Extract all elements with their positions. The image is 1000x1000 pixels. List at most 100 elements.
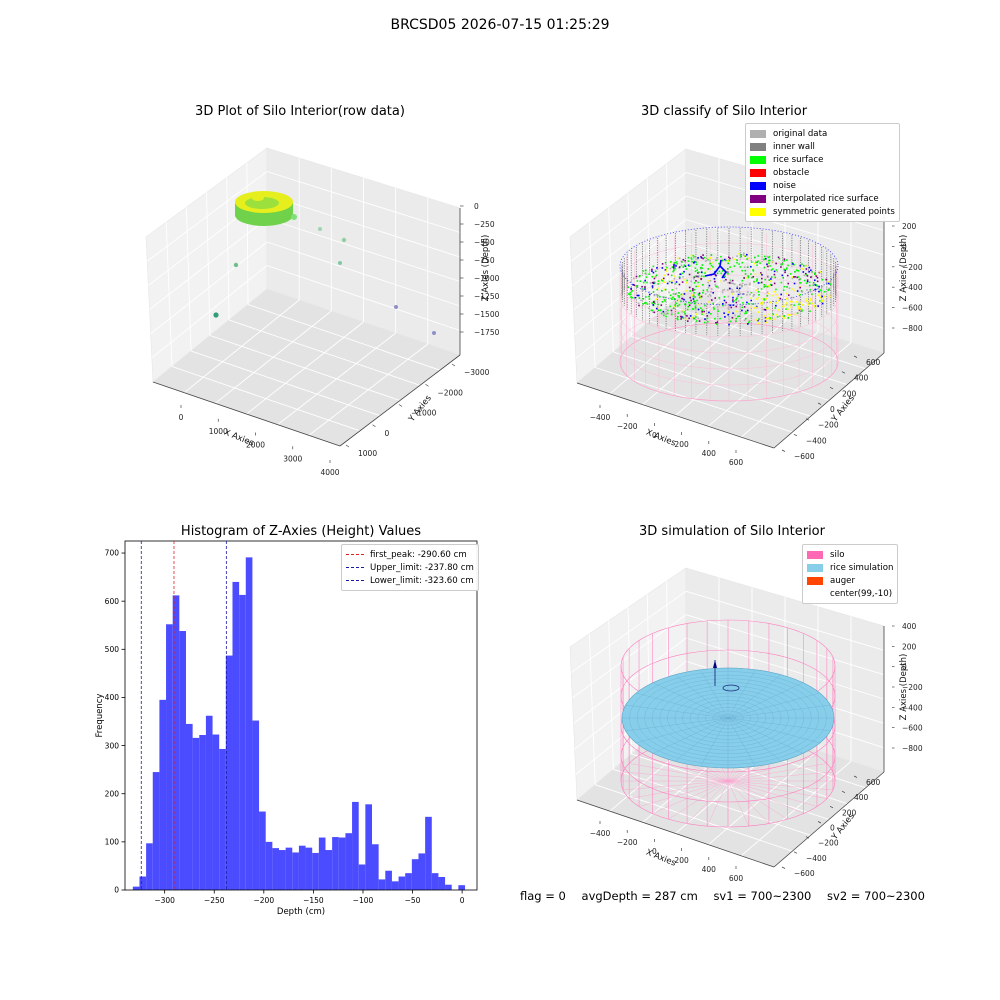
classified-point	[682, 266, 685, 268]
classified-point	[799, 281, 801, 284]
classified-point	[745, 283, 748, 286]
classified-point	[766, 321, 768, 324]
classified-point	[740, 296, 743, 299]
rice-mesh-spoke	[625, 704, 729, 719]
classified-point	[757, 255, 760, 257]
classified-point	[693, 294, 695, 297]
sim-y-tick	[841, 790, 846, 793]
classified-point	[710, 288, 713, 290]
classified-point	[697, 272, 699, 274]
classified-point	[672, 280, 674, 282]
raw-outlier-point	[213, 312, 219, 318]
classified-point	[803, 265, 805, 267]
classified-point	[738, 252, 740, 255]
classified-point	[695, 316, 697, 318]
classified-point	[685, 289, 687, 292]
sim-y-tick-label: 600	[866, 778, 881, 787]
classified-point	[687, 264, 690, 266]
classified-point	[705, 319, 707, 321]
classified-point	[651, 268, 653, 271]
raw-surface-peak	[252, 195, 264, 201]
rice-mesh-spoke	[674, 717, 729, 762]
classified-point	[814, 288, 816, 291]
classified-point	[770, 269, 773, 271]
classified-point	[730, 306, 733, 309]
classified-point	[694, 305, 697, 308]
classified-point	[741, 309, 743, 312]
silo-floor-spoke	[623, 780, 729, 791]
legend-label: rice surface	[773, 154, 824, 165]
classified-point	[687, 260, 690, 262]
classified-point	[761, 298, 763, 300]
classified-point	[757, 296, 759, 299]
classified-point	[766, 306, 769, 309]
classified-point	[684, 259, 686, 262]
classified-point	[734, 314, 736, 317]
cls-z-axis-label: Z Axies (Depth)	[899, 235, 909, 302]
raw-x-tick-label: 2000	[246, 441, 265, 450]
classified-point	[760, 272, 762, 274]
silo-floor-spoke	[727, 780, 818, 807]
legend-swatch	[750, 194, 766, 203]
silo-floor-spoke	[629, 780, 729, 799]
classified-point	[764, 309, 767, 311]
classified-point	[669, 294, 672, 297]
classified-point	[818, 271, 821, 274]
classified-point	[656, 294, 659, 297]
classified-point	[809, 290, 812, 292]
classified-point	[670, 261, 672, 263]
classified-point	[645, 273, 648, 276]
classified-point	[710, 264, 713, 267]
classified-point	[731, 270, 733, 273]
classified-point	[648, 307, 650, 310]
classified-point	[805, 282, 808, 284]
histogram-bar	[259, 811, 266, 890]
classified-point	[679, 273, 682, 276]
classified-point	[661, 263, 664, 265]
classified-point	[729, 304, 732, 307]
classified-point	[771, 268, 774, 270]
classified-point	[663, 312, 666, 315]
histogram-bar	[438, 877, 446, 890]
classified-point	[734, 258, 736, 260]
cls-y-tick	[853, 355, 858, 358]
simulation-legend: silo rice simulation auger center(99,-10)	[802, 544, 899, 604]
classified-point	[738, 289, 740, 291]
x-tick-label: −200	[254, 896, 275, 905]
sim-x-tick-label: 600	[729, 874, 744, 883]
classified-point	[747, 275, 749, 277]
classified-point	[789, 273, 792, 275]
x-axis-line	[152, 381, 341, 447]
classified-point	[799, 264, 802, 267]
classified-point	[657, 303, 659, 306]
classified-point	[683, 264, 686, 267]
classified-point	[684, 313, 686, 315]
classified-point	[707, 286, 710, 289]
classified-point	[678, 296, 680, 299]
classified-point	[672, 292, 675, 295]
x-tick-label: −250	[204, 896, 225, 905]
classified-point	[718, 270, 721, 273]
classified-point	[694, 296, 696, 298]
classified-point	[759, 262, 761, 264]
classified-point	[716, 323, 718, 326]
classified-point	[819, 271, 821, 273]
classified-point	[699, 295, 702, 298]
classified-point	[772, 313, 775, 316]
classified-point	[748, 321, 750, 324]
classified-point	[739, 266, 742, 268]
legend-swatch	[807, 576, 823, 585]
classified-point	[651, 286, 654, 289]
classified-point	[735, 305, 738, 308]
classified-point	[787, 264, 789, 267]
status-bar: flag = 0 avgDepth = 287 cm sv1 = 700~230…	[520, 889, 937, 903]
classified-point	[786, 268, 788, 270]
classified-point	[810, 297, 812, 300]
classified-point	[682, 317, 685, 319]
classified-point	[745, 310, 747, 313]
legend-label: rice simulation	[830, 562, 894, 573]
classified-point	[727, 313, 729, 316]
classified-point	[765, 297, 768, 300]
classified-point	[811, 302, 813, 305]
classified-point	[695, 280, 697, 282]
